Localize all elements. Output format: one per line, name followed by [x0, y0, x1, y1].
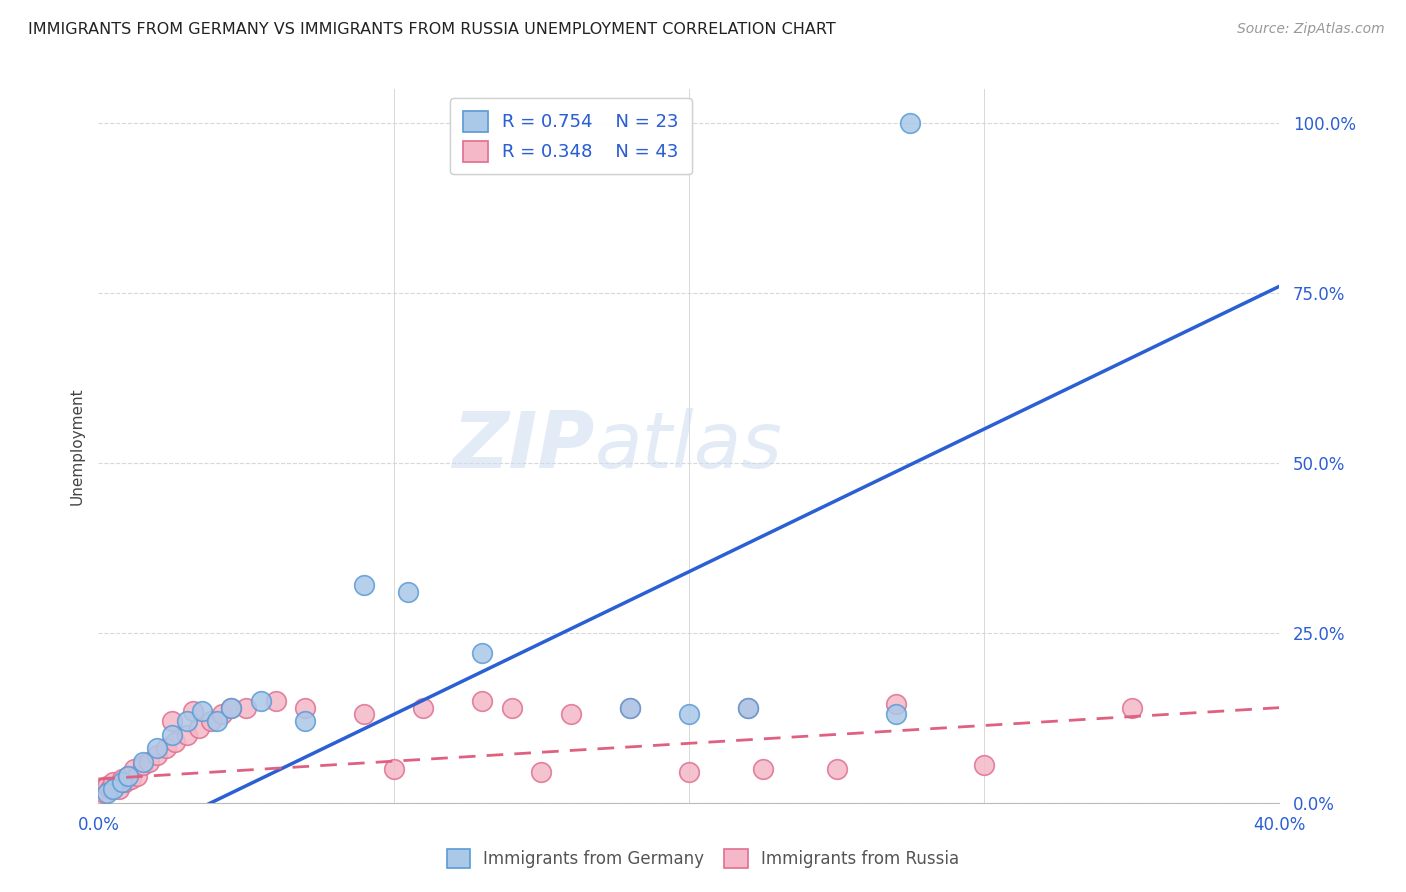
Point [111, 775, 134, 789]
Point [353, 707, 375, 722]
Point [250, 694, 273, 708]
Point [162, 714, 183, 729]
Point [382, 762, 405, 776]
Point [146, 741, 169, 756]
Point [108, 782, 131, 797]
Point [501, 700, 523, 714]
Point [737, 700, 759, 714]
Point [90, 782, 112, 797]
Point [105, 779, 128, 793]
Point [530, 765, 553, 780]
Point [471, 694, 494, 708]
Point [138, 755, 160, 769]
Point [294, 714, 316, 729]
Text: ZIP: ZIP [453, 408, 595, 484]
Point [120, 772, 142, 786]
Point [294, 700, 316, 714]
Point [181, 704, 204, 718]
Point [176, 714, 198, 729]
Point [176, 728, 198, 742]
Point [200, 714, 222, 729]
Point [146, 748, 169, 763]
Point [162, 728, 183, 742]
Point [103, 775, 125, 789]
Point [825, 762, 848, 776]
Point [122, 762, 145, 776]
Point [114, 775, 136, 789]
Point [96, 779, 118, 793]
Point [211, 707, 233, 722]
Point [737, 700, 759, 714]
Point [353, 578, 375, 592]
Point [619, 700, 641, 714]
Point [884, 707, 907, 722]
Point [132, 755, 155, 769]
Point [560, 707, 582, 722]
Legend: R = 0.754    N = 23, R = 0.348    N = 43: R = 0.754 N = 23, R = 0.348 N = 43 [450, 98, 692, 174]
Point [111, 772, 134, 786]
Point [1121, 700, 1143, 714]
Text: Source: ZipAtlas.com: Source: ZipAtlas.com [1237, 22, 1385, 37]
Point [117, 769, 139, 783]
Point [264, 694, 287, 708]
Point [973, 758, 995, 772]
Point [191, 704, 214, 718]
Point [205, 714, 228, 729]
Text: atlas: atlas [595, 408, 782, 484]
Y-axis label: Unemployment: Unemployment [69, 387, 84, 505]
Point [219, 700, 243, 714]
Point [187, 721, 209, 735]
Point [900, 116, 922, 130]
Point [98, 782, 121, 797]
Point [235, 700, 257, 714]
Legend: Immigrants from Germany, Immigrants from Russia: Immigrants from Germany, Immigrants from… [440, 842, 966, 875]
Point [219, 700, 243, 714]
Point [884, 698, 907, 712]
Point [93, 786, 115, 800]
Point [412, 700, 434, 714]
Point [165, 734, 187, 748]
Point [678, 765, 700, 780]
Point [751, 762, 773, 776]
Point [117, 769, 139, 783]
Point [396, 585, 419, 599]
Point [103, 782, 125, 797]
Point [96, 786, 118, 800]
Point [619, 700, 641, 714]
Point [471, 646, 494, 660]
Point [155, 741, 177, 756]
Point [132, 758, 155, 772]
Point [125, 769, 148, 783]
Point [678, 707, 700, 722]
Text: IMMIGRANTS FROM GERMANY VS IMMIGRANTS FROM RUSSIA UNEMPLOYMENT CORRELATION CHART: IMMIGRANTS FROM GERMANY VS IMMIGRANTS FR… [28, 22, 837, 37]
